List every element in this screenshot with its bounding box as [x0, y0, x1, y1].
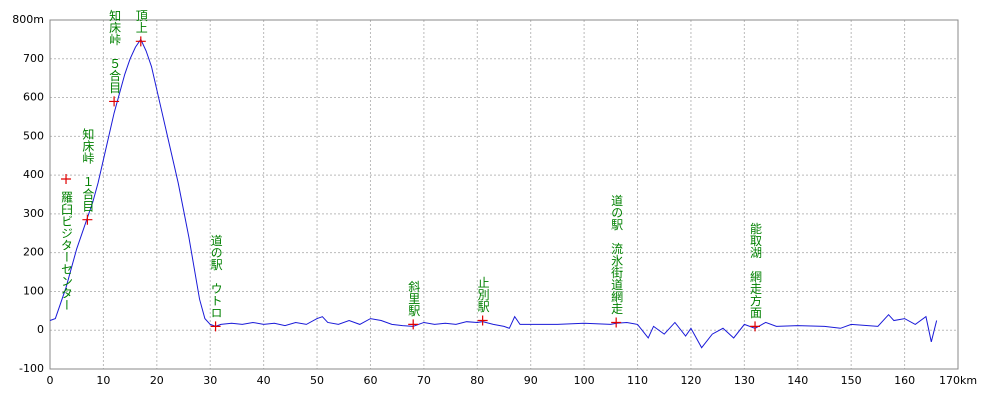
x-tick-label: 0 — [47, 374, 54, 387]
waypoint-label: 羅臼ビジターセンター — [60, 191, 74, 311]
waypoint-marker — [61, 173, 72, 184]
waypoint-label: 斜里駅 — [407, 280, 421, 317]
x-tick-label: 80 — [470, 374, 484, 387]
y-tick-label: 100 — [23, 284, 44, 297]
x-tick-label: 90 — [524, 374, 538, 387]
x-tick-label: 10 — [96, 374, 110, 387]
y-tick-label: 400 — [23, 168, 44, 181]
x-tick-label: 60 — [363, 374, 377, 387]
x-tick-label: 120 — [680, 374, 701, 387]
x-tick-label: 20 — [150, 374, 164, 387]
waypoint-marker — [408, 319, 419, 330]
waypoint-marker — [82, 214, 93, 225]
waypoint-marker — [109, 96, 120, 107]
waypoint-label: 止別駅 — [476, 276, 490, 313]
waypoint-marker — [750, 321, 761, 332]
waypoint-marker — [135, 36, 146, 47]
x-tick-label: 150 — [841, 374, 862, 387]
x-tick-label: 130 — [734, 374, 755, 387]
y-tick-label: 800m — [12, 13, 44, 26]
x-tick-label: 70 — [417, 374, 431, 387]
x-tick-label: 100 — [574, 374, 595, 387]
waypoint-label: 知床峠 ５合目 — [108, 9, 122, 93]
x-tick-label: 110 — [627, 374, 648, 387]
x-tick-label: 40 — [257, 374, 271, 387]
waypoint-label: 知床峠 １合目 — [81, 127, 95, 211]
waypoint-label: 能取湖 網走方面 — [749, 222, 763, 318]
waypoint-marker — [611, 317, 622, 328]
x-tick-label: 50 — [310, 374, 324, 387]
plot-frame — [49, 19, 959, 370]
y-tick-label: 700 — [23, 52, 44, 65]
waypoint-marker — [477, 315, 488, 326]
y-tick-label: -100 — [19, 362, 44, 375]
waypoint-marker — [210, 321, 221, 332]
y-tick-label: 200 — [23, 246, 44, 259]
elevation-line — [49, 38, 938, 349]
y-tick-label: 600 — [23, 91, 44, 104]
x-tick-label: 170km — [939, 374, 977, 387]
waypoint-label: 知床峠 頂上 — [134, 0, 148, 33]
y-tick-label: 0 — [37, 323, 44, 336]
x-tick-label: 160 — [894, 374, 915, 387]
y-tick-label: 500 — [23, 129, 44, 142]
x-tick-label: 30 — [203, 374, 217, 387]
y-tick-label: 300 — [23, 207, 44, 220]
waypoint-label: 道の駅 ウトロ — [209, 234, 223, 318]
x-tick-label: 140 — [787, 374, 808, 387]
waypoint-label: 道の駅 流氷街道網走 — [610, 194, 624, 315]
